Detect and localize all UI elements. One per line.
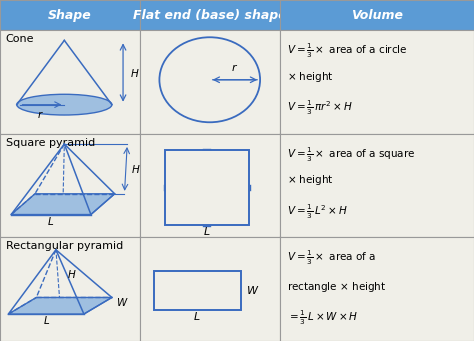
Text: $H$: $H$ (67, 268, 77, 280)
Text: Cone: Cone (6, 34, 34, 44)
Text: $L$: $L$ (193, 310, 201, 322)
Text: $L$: $L$ (203, 225, 211, 237)
Text: $= \frac{1}{3}\,L \times W \times H$: $= \frac{1}{3}\,L \times W \times H$ (287, 309, 359, 327)
Text: Volume: Volume (351, 9, 403, 21)
Text: $W$: $W$ (116, 296, 128, 308)
Polygon shape (11, 194, 115, 214)
Text: $\times$ height: $\times$ height (287, 173, 334, 187)
Text: rectangle $\times$ height: rectangle $\times$ height (287, 280, 387, 294)
Text: $V = \frac{1}{3} \times$ area of a square: $V = \frac{1}{3} \times$ area of a squar… (287, 145, 416, 164)
Ellipse shape (17, 94, 112, 115)
Polygon shape (9, 297, 112, 314)
Text: Flat end (base) shape: Flat end (base) shape (133, 9, 287, 21)
Text: $V = \frac{1}{3} \times$ area of a: $V = \frac{1}{3} \times$ area of a (287, 249, 377, 267)
Text: $V = \frac{1}{3}\,\pi r^2 \times H$: $V = \frac{1}{3}\,\pi r^2 \times H$ (287, 99, 353, 117)
Text: $H$: $H$ (131, 163, 141, 175)
Text: $r$: $r$ (231, 62, 238, 73)
Text: Shape: Shape (48, 9, 92, 21)
Text: $H$: $H$ (130, 66, 139, 78)
Text: Rectangular pyramid: Rectangular pyramid (6, 241, 123, 251)
Text: $V = \frac{1}{3}\,L^2 \times H$: $V = \frac{1}{3}\,L^2 \times H$ (287, 202, 348, 221)
Text: $V = \frac{1}{3} \times$ area of a circle: $V = \frac{1}{3} \times$ area of a circl… (287, 42, 408, 60)
Text: $W$: $W$ (246, 284, 259, 296)
Text: Square pyramid: Square pyramid (6, 138, 95, 148)
Text: $L$: $L$ (43, 314, 50, 326)
Text: $L$: $L$ (47, 215, 55, 227)
Text: $\times$ height: $\times$ height (287, 70, 334, 84)
Text: $r$: $r$ (37, 109, 44, 120)
